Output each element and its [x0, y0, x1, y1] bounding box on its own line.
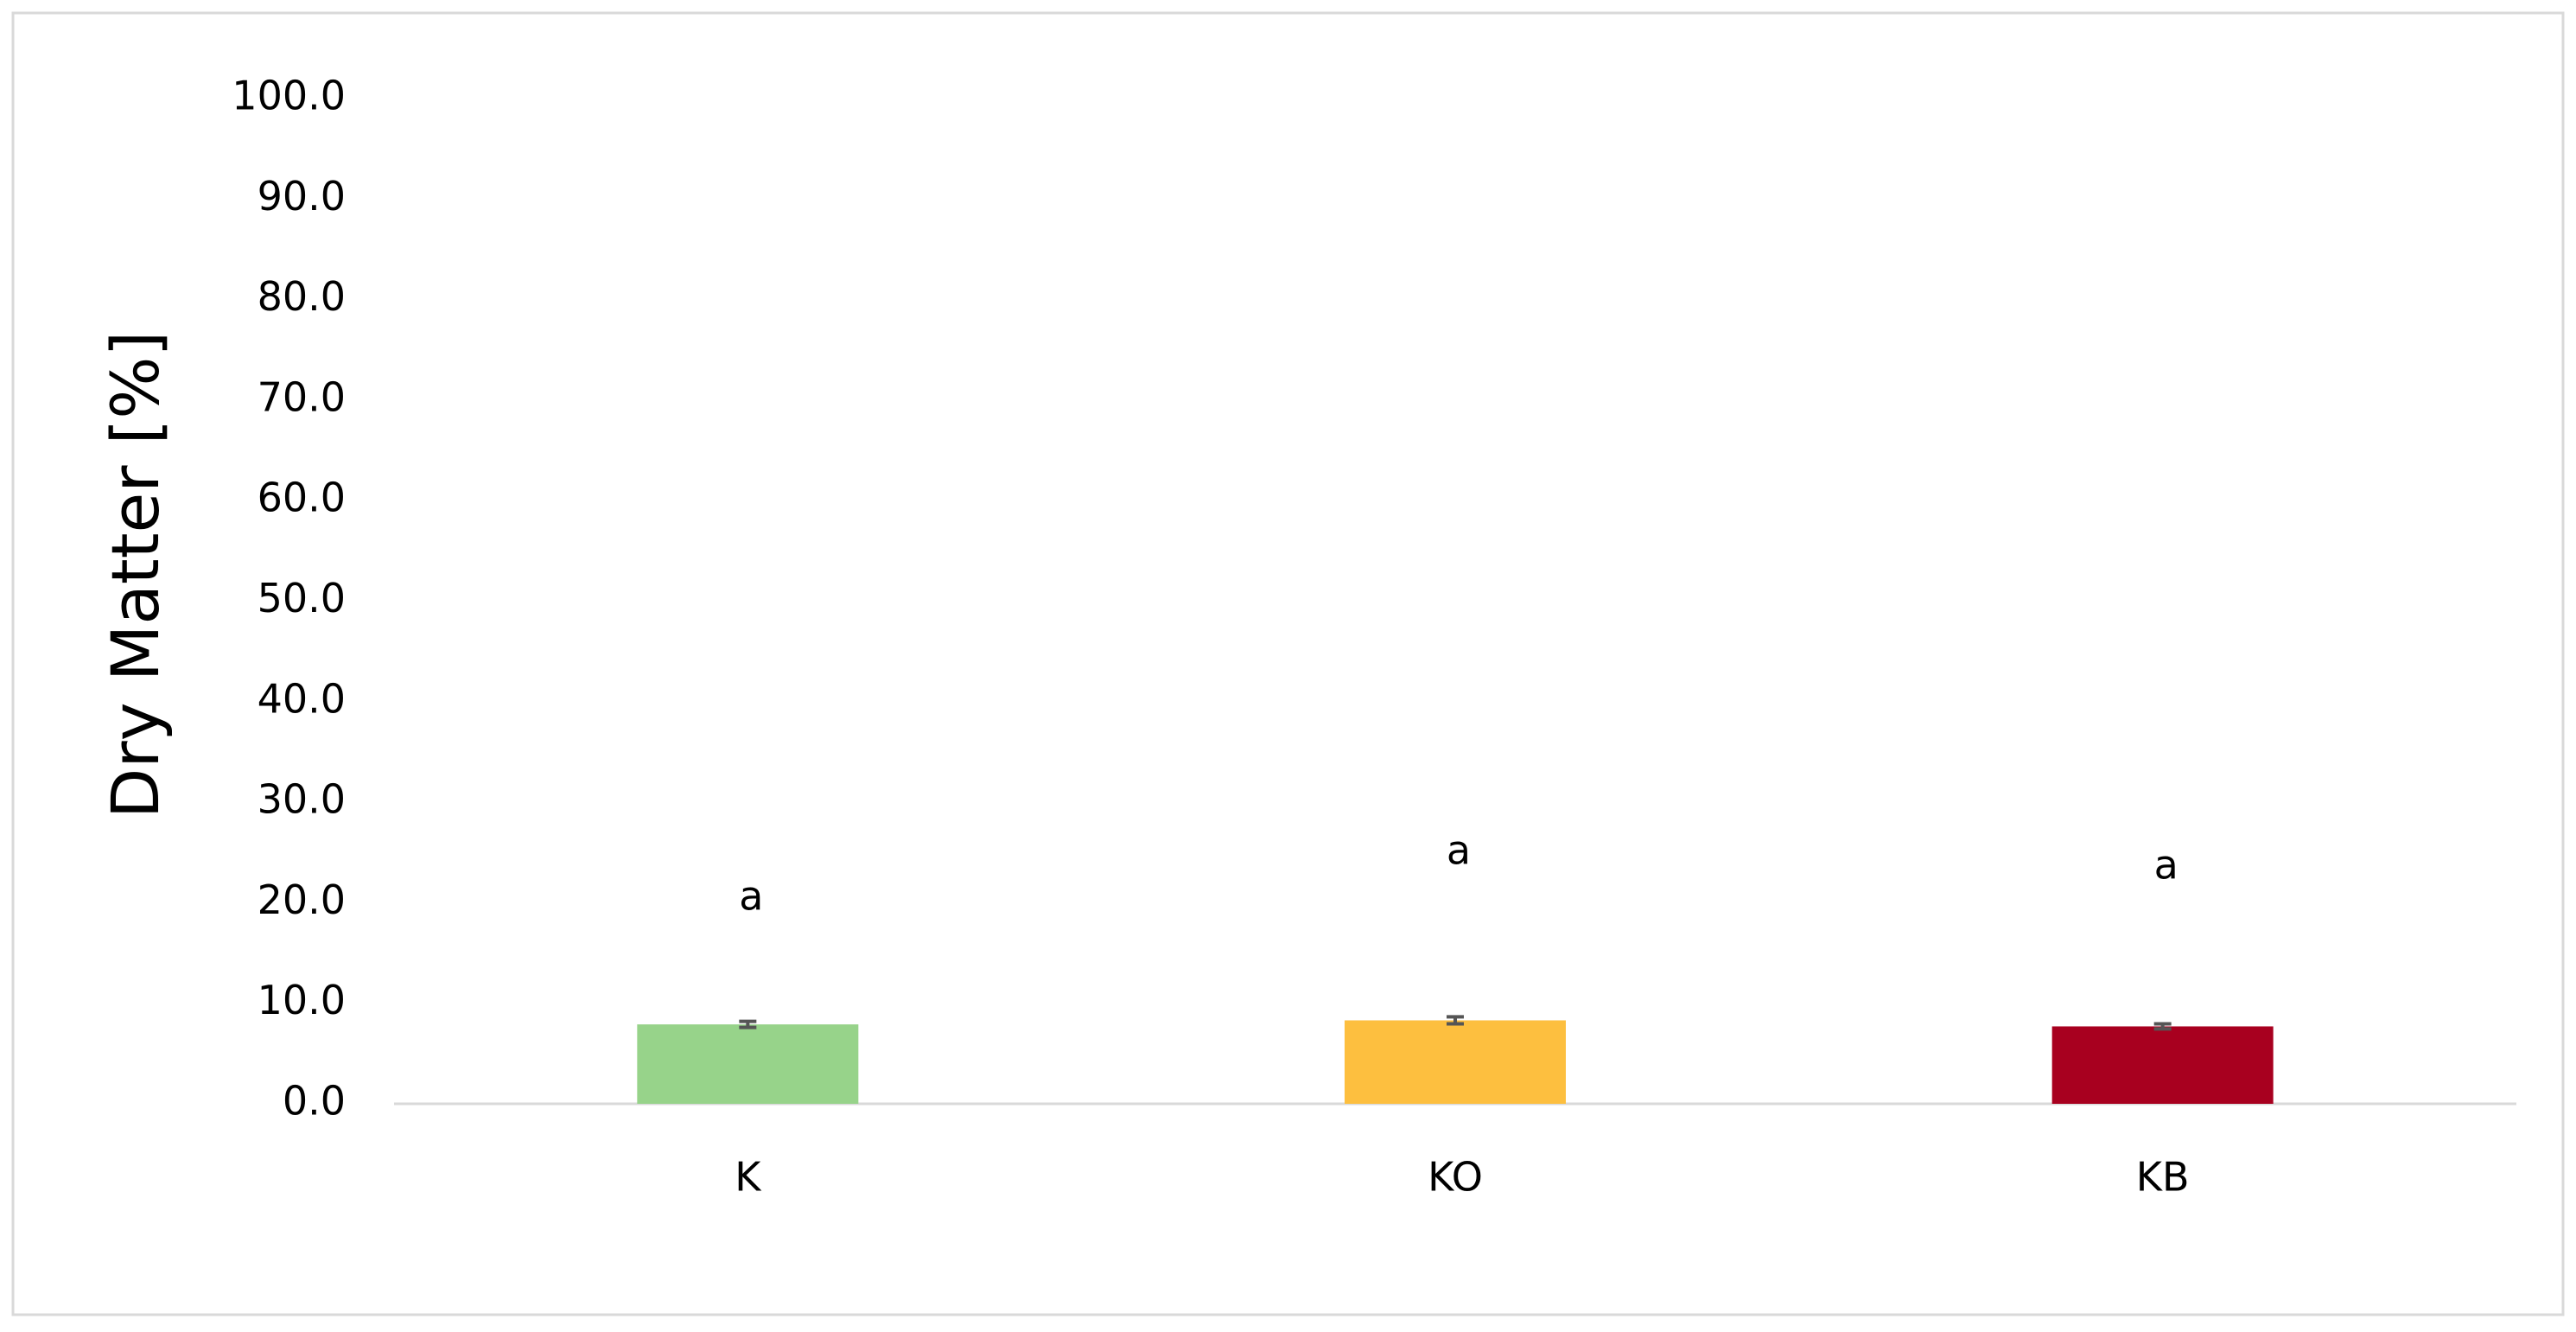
annotation: a: [739, 873, 763, 920]
y-tick-label: 20.0: [258, 876, 346, 923]
bar: [637, 1024, 859, 1104]
y-tick-label: 80.0: [258, 273, 346, 320]
y-tick-label: 60.0: [258, 475, 346, 521]
error-bar: [739, 1019, 757, 1029]
y-tick-label: 100.0: [232, 73, 346, 119]
y-tick-label: 50.0: [258, 575, 346, 621]
y-axis-label: Dry Matter [%]: [97, 331, 174, 819]
y-tick-label: 10.0: [258, 977, 346, 1023]
bar: [1345, 1020, 1566, 1104]
y-tick-label: 30.0: [258, 776, 346, 823]
annotation: a: [2154, 842, 2178, 889]
y-tick-label: 90.0: [258, 173, 346, 220]
y-tick-label: 70.0: [258, 373, 346, 420]
x-tick-label: K: [735, 1154, 762, 1201]
annotation: a: [1447, 827, 1471, 874]
y-tick-label: 40.0: [258, 675, 346, 722]
error-bar: [2153, 1022, 2172, 1031]
x-tick-label: KO: [1428, 1154, 1483, 1201]
error-bar: [1447, 1015, 1464, 1026]
chart-border: [11, 11, 2565, 1316]
bar: [2051, 1026, 2274, 1104]
y-tick-label: 0.0: [283, 1078, 346, 1125]
x-tick-label: KB: [2136, 1154, 2190, 1201]
